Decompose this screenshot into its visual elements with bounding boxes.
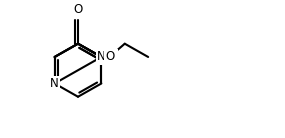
Text: Cl: Cl [105,50,117,63]
Text: O: O [73,3,83,16]
Text: N: N [50,77,59,90]
Text: O: O [105,51,115,63]
Text: N: N [97,51,106,63]
